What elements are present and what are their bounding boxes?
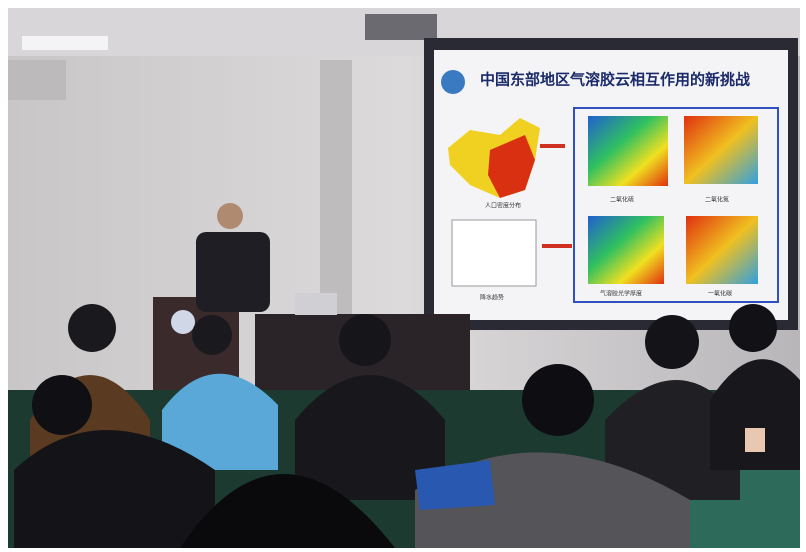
audience-sleeve [415,460,495,510]
audience [605,380,740,500]
wall-panel [8,60,66,100]
slide-title: 中国东部地区气溶胶云相互作用的新挑战 [480,71,750,89]
no2-map [684,116,758,184]
audience [295,375,445,500]
audience-head [68,304,116,352]
caption: 人口密度分布 [485,202,521,210]
co-map [686,216,758,284]
presenter-body [196,232,270,312]
audience-head [729,304,777,352]
laptop [295,293,337,315]
aod-map [588,216,664,284]
population-map-east [488,135,535,198]
audience [162,373,278,470]
audience-head [180,474,395,548]
caption: 气溶胶光学厚度 [600,290,642,298]
panel-box [573,107,779,303]
audience-head [645,315,699,369]
logo [441,70,465,94]
audience-head [32,375,92,435]
caption: 二氧化硫 [610,196,634,204]
audience-head [522,364,594,436]
audience-head [339,314,391,366]
cup [745,428,765,452]
audience-head [192,315,232,355]
rain-map [451,219,537,287]
caption: 二氧化氮 [705,196,729,204]
presenter-head [217,203,243,229]
ceiling-light [22,36,108,50]
caption: 降水趋势 [480,294,504,302]
podium-logo [171,310,195,334]
projector [365,14,437,40]
audience [14,430,215,548]
audience [710,359,800,470]
so2-map [588,116,668,186]
caption: 一氧化碳 [708,290,732,298]
